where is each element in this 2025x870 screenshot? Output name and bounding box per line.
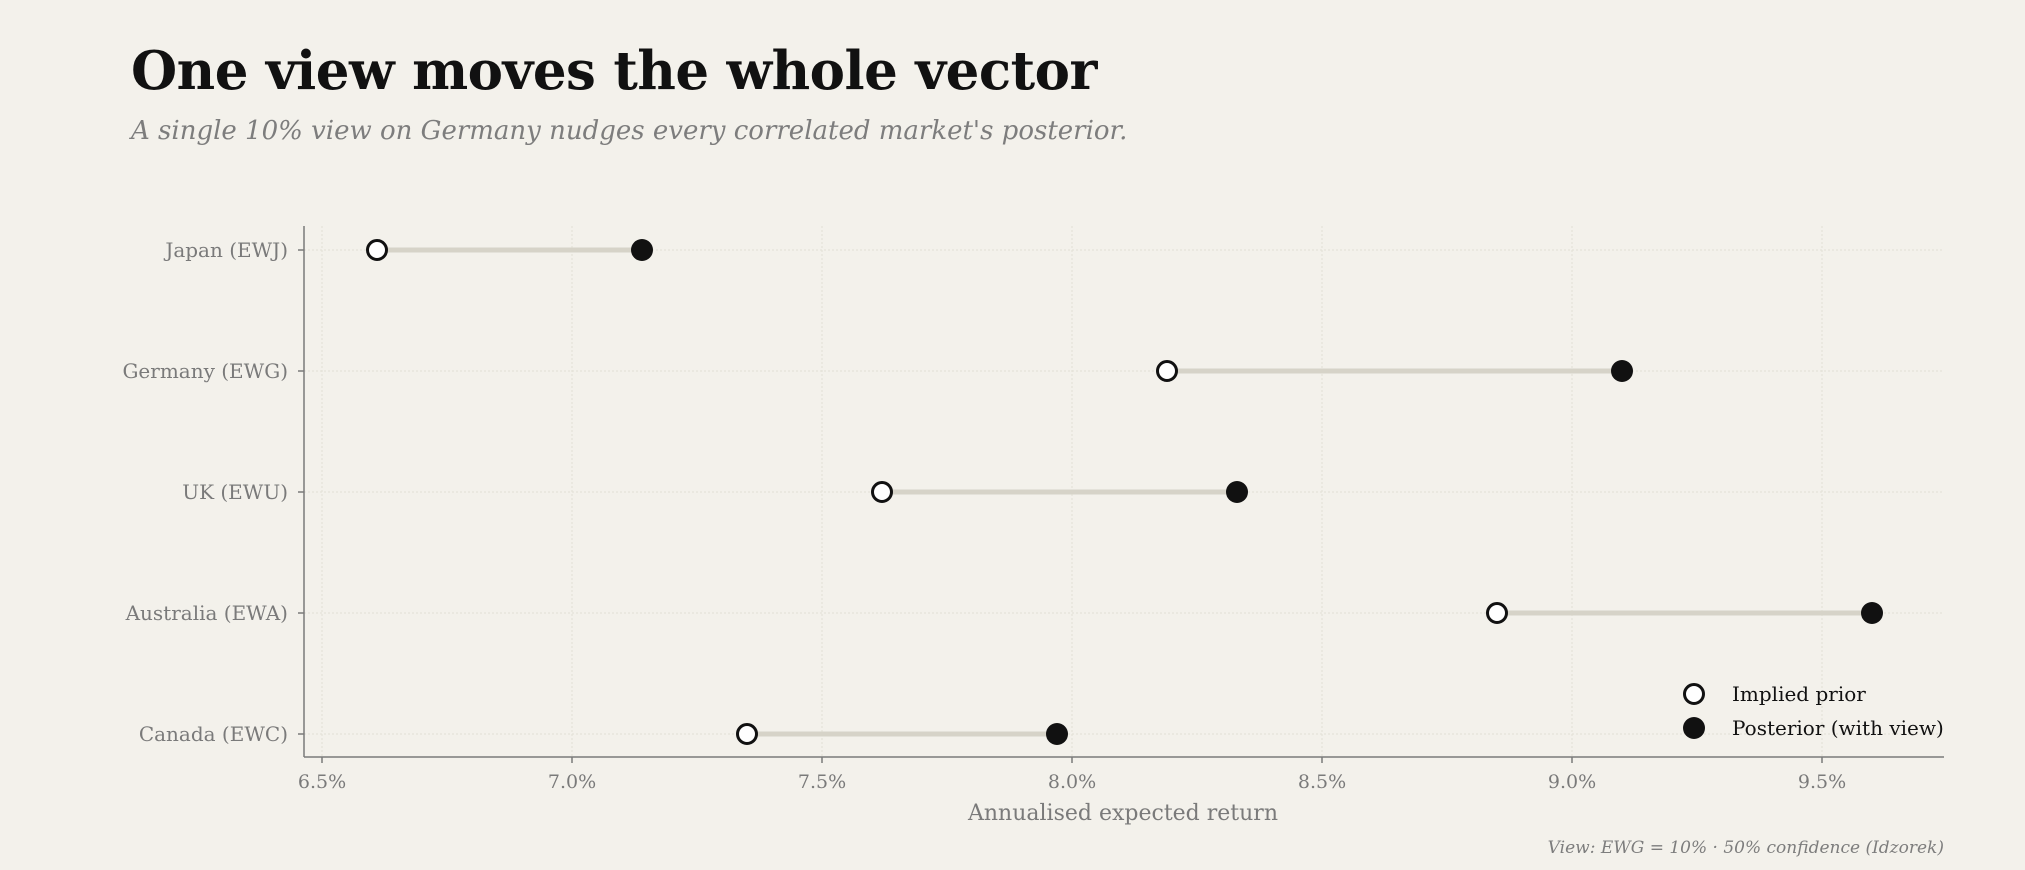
prior-point-3 [1486,602,1508,624]
prior-point-0 [366,239,388,261]
x-tick-label-3: 8.0% [1048,771,1096,793]
y-axis-labels: Japan (EWJ) Germany (EWG) UK (EWU) Australi… [122,238,304,746]
legend-prior-marker [1683,683,1705,705]
x-tick-label-0: 6.5% [298,771,346,793]
prior-point-4 [736,723,758,745]
y-label-2: UK (EWU) [182,480,288,504]
legend: Implied prior Posterior (with view) [1683,682,1944,740]
posterior-point-0 [631,239,653,261]
chart-title: One view moves the whole vector [131,40,1097,102]
y-label-3: Australia (EWA) [125,601,288,625]
legend-posterior-marker [1683,717,1705,739]
y-label-4: Canada (EWC) [139,722,288,746]
x-tick-label-1: 7.0% [548,771,596,793]
legend-prior-label: Implied prior [1732,682,1866,706]
x-tick-label-4: 8.5% [1298,771,1346,793]
posterior-point-4 [1046,723,1068,745]
data-points [366,239,1883,745]
connector-lines [377,247,1872,737]
x-tick-label-2: 7.5% [798,771,846,793]
x-tick-label-5: 9.0% [1548,771,1596,793]
posterior-point-2 [1226,481,1248,503]
prior-point-1 [1156,360,1178,382]
posterior-point-3 [1861,602,1883,624]
x-axis-label: Annualised expected return [967,801,1278,826]
prior-point-2 [871,481,893,503]
chart-subtitle: A single 10% view on Germany nudges ever… [131,116,1128,146]
x-axis-ticks: 6.5% 7.0% 7.5% 8.0% 8.5% 9.0% 9.5% [298,757,1846,793]
posterior-point-1 [1611,360,1633,382]
y-label-1: Germany (EWG) [122,359,288,383]
legend-posterior-label: Posterior (with view) [1732,716,1944,740]
footnote: View: EWG = 10% · 50% confidence (Idzore… [1547,838,1944,858]
y-label-0: Japan (EWJ) [163,238,288,262]
x-tick-label-6: 9.5% [1798,771,1846,793]
